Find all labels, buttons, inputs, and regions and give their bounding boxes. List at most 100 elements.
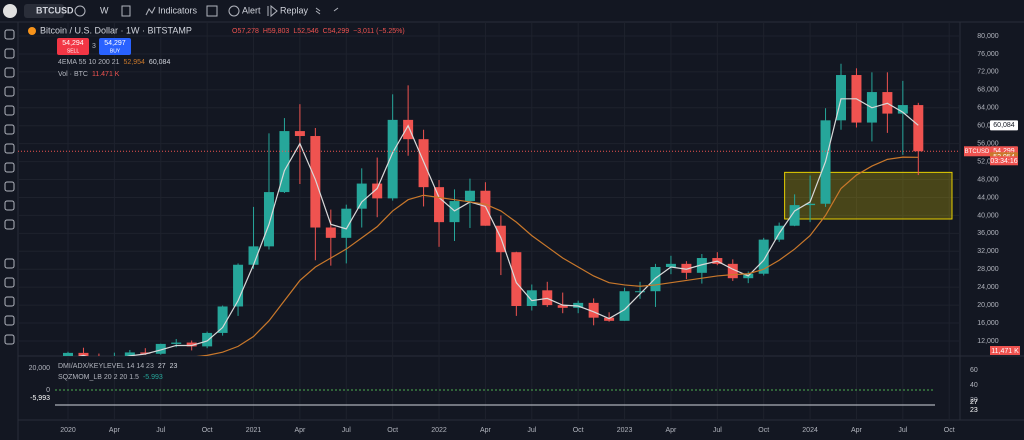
indicators[interactable]: Indicators [158,5,198,15]
countdown-box [990,156,1018,166]
x-tick-label: Apr [665,427,677,434]
candle-body [805,203,816,206]
tool-icon[interactable] [4,124,15,135]
y-tick-label: 76,000 [977,51,999,58]
candle-body [372,183,383,199]
indicator-legend: SQZMOM_LB 20 2 20 1.5 [58,374,139,381]
price-tag-label: 60,084 [993,122,1015,129]
buy-button[interactable] [99,38,131,55]
candle-body [356,183,367,209]
tool-icon[interactable] [4,143,15,154]
tool-icon[interactable] [4,258,15,269]
alert[interactable]: Alert [242,5,261,15]
ohlc-value: C54,299 [323,28,350,35]
x-tick-label: 2020 [60,427,76,434]
candle-body [758,239,769,274]
x-tick-label: Apr [294,427,306,434]
candle-body [696,258,707,273]
y-tick-label: 56,000 [977,140,999,147]
x-tick-label: Jul [342,427,351,434]
alert-icon[interactable] [228,5,240,17]
indicator-right-label: 27 [970,399,978,406]
x-tick-label: Oct [202,427,213,434]
x-tick-label: Oct [573,427,584,434]
candle-body [325,227,336,238]
candle-body [542,290,553,306]
candle-body [511,252,522,307]
y-tick-label: 52,000 [977,158,999,165]
y-tick-label: 32,000 [977,248,999,255]
x-tick-label: Jul [713,427,722,434]
volume-tag-label: 11,471 K [991,348,1019,355]
tool-icon[interactable] [4,162,15,173]
x-tick-label: Oct [758,427,769,434]
tool-icon[interactable] [4,67,15,78]
indicator-legend: -5.993 [143,374,163,381]
y-tick-label: 36,000 [977,230,999,237]
interval[interactable]: W [100,5,109,15]
candle-body [418,139,429,188]
candle-body [789,205,800,226]
undo-redo[interactable] [315,7,339,15]
replay-icon[interactable] [267,4,278,18]
tool-icon[interactable] [4,181,15,192]
tool-icon[interactable] [4,48,15,59]
tool-icon[interactable] [4,334,15,345]
candle-body [78,352,89,356]
ema-line [78,98,919,356]
candle-body [650,266,661,292]
indicators-icon[interactable] [145,6,156,16]
indicator-left-label: -5,993 [30,395,50,402]
x-tick-label: Apr [480,427,492,434]
replay[interactable]: Replay [280,5,309,15]
symbol-box[interactable] [24,4,64,18]
candle-body [155,343,166,354]
indicator-right-label: 20 [970,397,978,404]
tool-icon[interactable] [4,105,15,116]
indicator-right-label: 23 [970,407,978,414]
candle-body [294,131,305,137]
candle-body [279,131,290,193]
legend-text: 4EMA 55 10 200 21 [58,59,120,66]
add-symbol[interactable] [74,5,86,17]
price-tag [990,120,1018,131]
legend-text: Vol · BTC [58,71,88,78]
ohlc-value: H59,803 [263,28,290,35]
y-tick-label: 12,000 [977,338,999,345]
tool-icon[interactable] [4,200,15,211]
tool-icon[interactable] [4,219,15,230]
candle-body [526,290,537,307]
candle-body [588,302,599,318]
x-tick-label: Apr [109,427,121,434]
countdown: 03:34:16 [990,158,1017,165]
candle-body [186,342,197,347]
sell-price: 54,294 [62,40,84,47]
y-tick-label: 68,000 [977,87,999,94]
tool-icon[interactable] [4,296,15,307]
avatar[interactable] [3,4,17,18]
tool-icon[interactable] [4,86,15,97]
candle-body [681,263,692,273]
indicator-right-label: 60 [970,367,978,374]
buy-price: 54,297 [104,40,126,47]
sell-button[interactable] [57,38,89,55]
ohlc-value: O57,278 [232,28,259,35]
candle-body [604,317,615,321]
x-tick-label: Jul [898,427,907,434]
indicator-right-label: 40 [970,382,978,389]
layouts[interactable] [206,5,218,17]
candle-body [434,187,445,223]
tool-icon[interactable] [4,277,15,288]
candle-body [727,263,738,279]
tool-icon[interactable] [4,315,15,326]
chart-type[interactable] [121,5,131,17]
y-tick-label: 16,000 [977,320,999,327]
symbol-logo [28,27,36,35]
y-tick-label: 48,000 [977,176,999,183]
candle-body [171,342,182,344]
symbol[interactable]: BTCUSD [36,5,74,15]
tool-icon[interactable] [4,29,15,40]
ema-line [196,156,919,356]
ohlc-value: −3,011 (−5.25%) [353,28,405,35]
